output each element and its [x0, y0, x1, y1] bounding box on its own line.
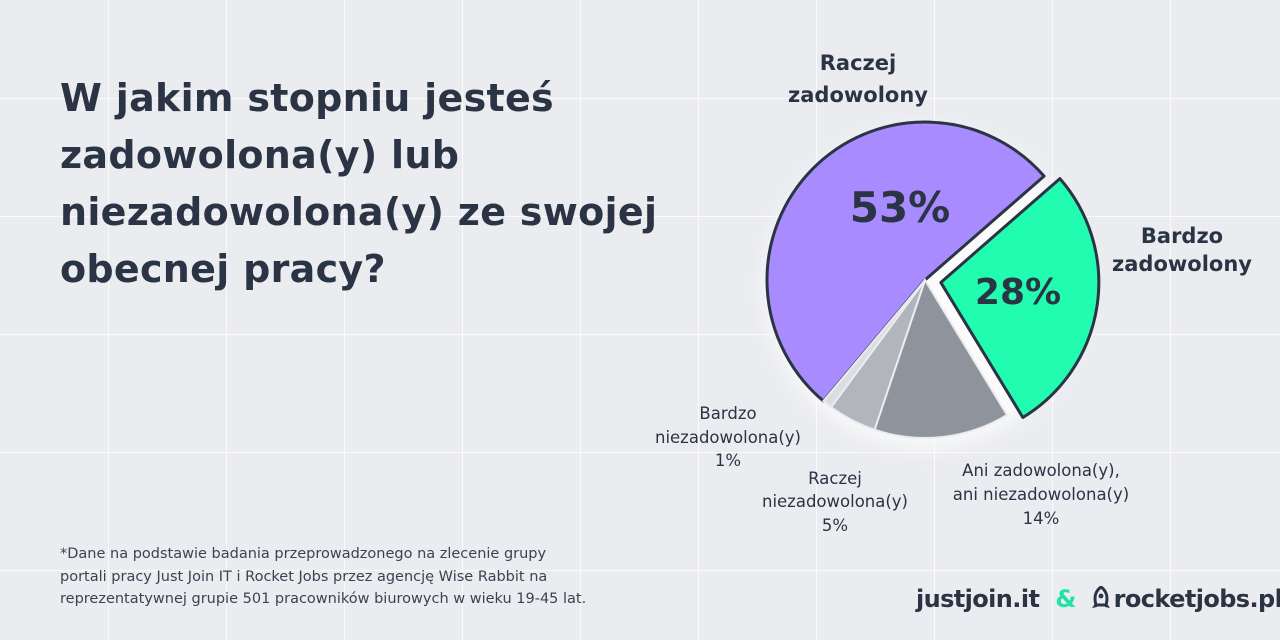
value-label-raczej-niezadowolony: 5%	[822, 516, 848, 535]
category-label-raczej-zadowolony: Raczej	[820, 51, 896, 75]
footnote-line: portali pracy Just Join IT i Rocket Jobs…	[60, 568, 548, 585]
question-title: W jakim stopniu jesteś zadowolona(y) lub…	[60, 76, 658, 291]
rocketjobs-logo: rocketjobs.pl	[1113, 585, 1280, 613]
rocket-icon	[1091, 586, 1110, 608]
footnote: *Dane na podstawie badania przeprowadzon…	[60, 543, 620, 611]
category-label-bardzo-niezadowolony: Bardzo	[699, 404, 756, 423]
category-label-ani-ani: Ani zadowolona(y),	[962, 461, 1120, 480]
ampersand: &	[1055, 585, 1076, 613]
brand-logos: justjoin.it & rocketjobs.pl	[916, 582, 1280, 616]
footnote-line: *Dane na podstawie badania przeprowadzon…	[60, 546, 547, 562]
category-label-ani-ani: ani niezadowolona(y)	[953, 485, 1129, 504]
slice-bardzo-niezadowolony	[822, 279, 926, 409]
pie-chart: 53% 28% Raczej zadowolony Bardzo zadowolony An…	[655, 51, 1252, 535]
category-label-raczej-niezadowolony: niezadowolona(y)	[762, 492, 908, 511]
justjoin-logo: justjoin.it	[916, 585, 1040, 613]
value-label-ani-ani: 14%	[1023, 509, 1060, 528]
category-label-bardzo-zadowolony: zadowolony	[1112, 252, 1252, 276]
footnote-line: reprezentatywnej grupie 501 pracowników …	[60, 591, 587, 607]
value-label-bardzo-zadowolony: 28%	[975, 272, 1061, 313]
value-label-bardzo-niezadowolony: 1%	[715, 451, 741, 470]
category-label-bardzo-niezadowolony: niezadowolona(y)	[655, 428, 801, 447]
slice-raczej-zadowolony	[765, 120, 1046, 403]
category-label-raczej-niezadowolony: Raczej	[808, 469, 862, 488]
value-label-raczej-zadowolony: 53%	[850, 183, 951, 232]
slice-bardzo-zadowolony	[939, 177, 1101, 419]
slice-ani-ani	[873, 277, 1009, 439]
category-label-raczej-zadowolony: zadowolony	[788, 83, 928, 107]
category-label-bardzo-zadowolony: Bardzo	[1141, 224, 1223, 248]
